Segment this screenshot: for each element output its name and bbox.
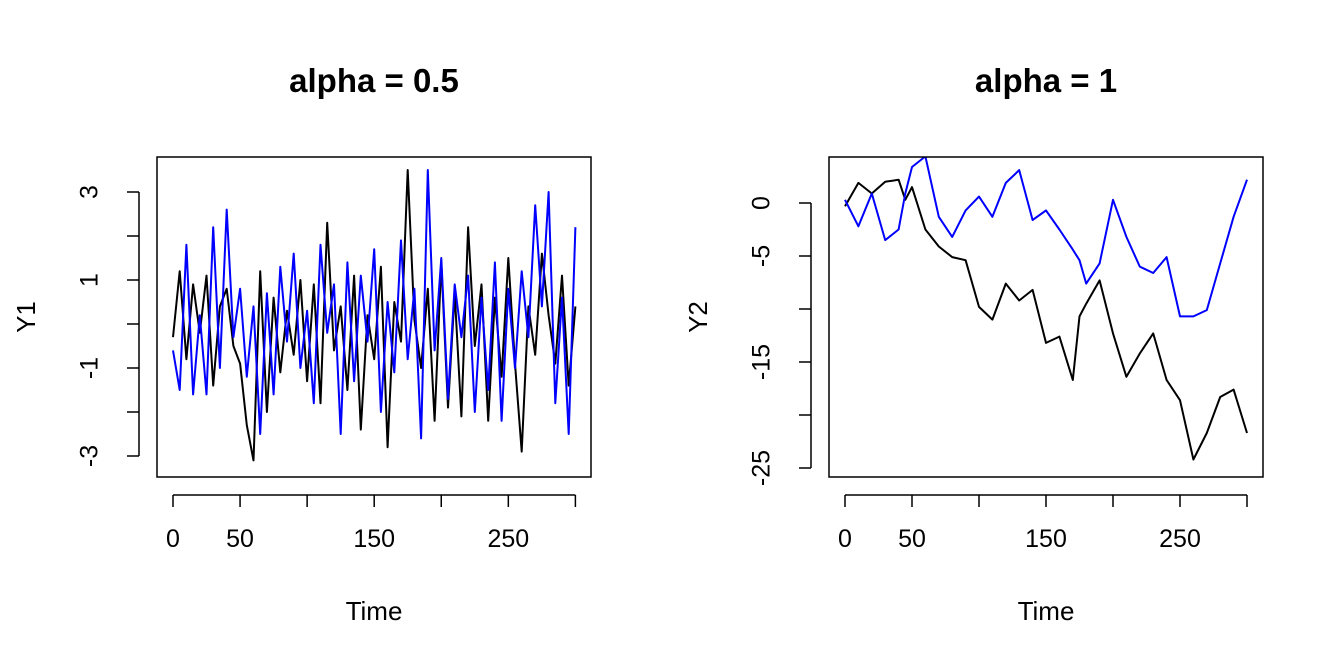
- series-line-blue: [172, 169, 577, 440]
- y-tick-label: 0: [748, 196, 776, 210]
- x-tick-label: 150: [1025, 525, 1067, 553]
- x-tick-label: 150: [353, 525, 395, 553]
- x-tick-label: 0: [838, 525, 852, 553]
- chart-title: alpha = 0.5: [289, 62, 459, 99]
- series-line-black: [844, 178, 1248, 461]
- x-tick-label: 0: [166, 525, 180, 553]
- panel-2: alpha = 1 0 50 150 250 -25 -15 -5 0 Time Y2: [683, 62, 1264, 626]
- plot-box: [828, 156, 1264, 478]
- x-tick-label: 50: [898, 525, 926, 553]
- y-tick-label: -15: [748, 344, 776, 380]
- x-axis-label: Time: [346, 596, 403, 626]
- y-tick-label: -1: [76, 357, 104, 379]
- chart-title: alpha = 1: [975, 62, 1117, 99]
- x-tick-label: 250: [1159, 525, 1201, 553]
- plot-box: [156, 156, 592, 478]
- y-axis-label: Y2: [683, 301, 713, 333]
- y-tick-label: -5: [748, 245, 776, 267]
- y-axis-label: Y1: [11, 301, 41, 333]
- y-tick-label: 1: [76, 273, 104, 287]
- y-tick-label: -3: [76, 445, 104, 467]
- x-tick-label: 50: [226, 525, 254, 553]
- panel-1: alpha = 0.5 0 50 150 250 -3 -1 1 3 Time Y1: [11, 62, 592, 626]
- y-tick-label: -25: [748, 450, 776, 486]
- series-line-black: [172, 169, 577, 462]
- y-tick-label: 3: [76, 185, 104, 199]
- series-line-blue: [844, 157, 1248, 318]
- x-axis-label: Time: [1018, 596, 1075, 626]
- x-tick-label: 250: [487, 525, 529, 553]
